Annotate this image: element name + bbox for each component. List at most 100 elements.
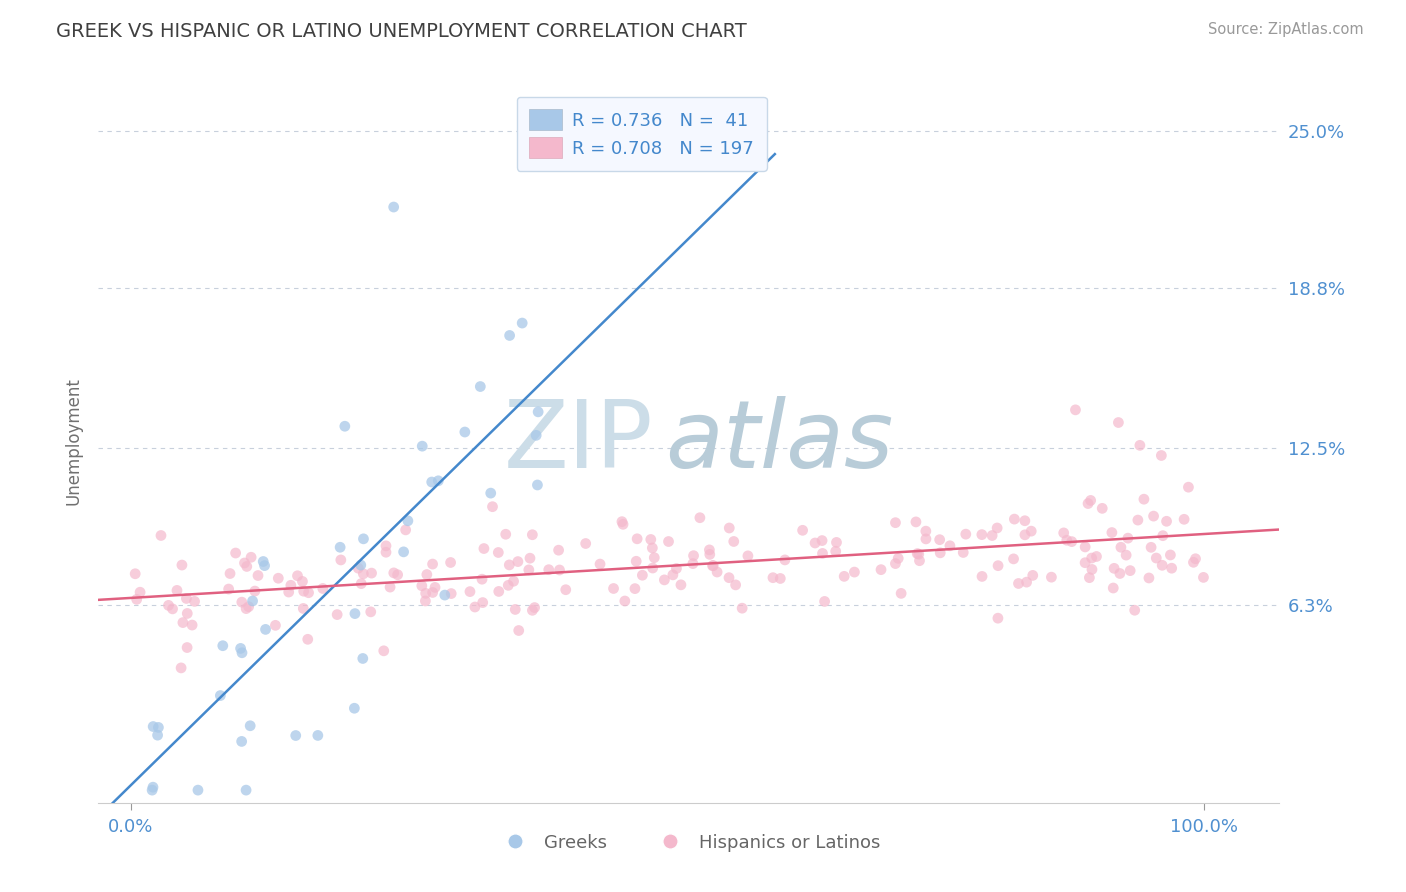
Point — [267, 571, 290, 585]
Point — [699, 548, 721, 562]
Point — [1091, 501, 1114, 516]
Point — [907, 547, 929, 561]
Point — [170, 661, 193, 675]
Point — [1129, 438, 1152, 452]
Point — [1177, 480, 1199, 494]
Point — [1133, 492, 1156, 507]
Point — [231, 595, 253, 609]
Point — [1107, 416, 1129, 430]
Point — [373, 644, 395, 658]
Point — [479, 486, 502, 500]
Point — [669, 578, 692, 592]
Point — [495, 527, 517, 541]
Point — [219, 566, 242, 581]
Point — [352, 566, 374, 581]
Point — [682, 549, 704, 563]
Point — [952, 545, 974, 559]
Point — [252, 554, 274, 568]
Point — [723, 534, 745, 549]
Point — [238, 599, 260, 614]
Point — [375, 539, 398, 553]
Point — [986, 521, 1008, 535]
Point — [246, 568, 269, 582]
Point — [773, 553, 796, 567]
Point — [157, 599, 180, 613]
Point — [890, 586, 912, 600]
Point — [243, 584, 266, 599]
Point — [1085, 549, 1108, 564]
Point — [170, 558, 193, 572]
Point — [702, 558, 724, 573]
Point — [506, 555, 529, 569]
Point — [654, 573, 676, 587]
Point — [737, 549, 759, 563]
Point — [1080, 493, 1102, 508]
Point — [350, 576, 373, 591]
Point — [1074, 556, 1097, 570]
Point — [297, 632, 319, 647]
Point — [124, 566, 146, 581]
Point — [464, 600, 486, 615]
Point — [657, 534, 679, 549]
Point — [209, 689, 232, 703]
Point — [488, 584, 510, 599]
Point — [291, 574, 314, 589]
Point — [1060, 534, 1083, 549]
Point — [731, 601, 754, 615]
Point — [523, 600, 546, 615]
Point — [1014, 528, 1036, 542]
Point — [970, 569, 993, 583]
Point — [762, 571, 785, 585]
Point — [508, 624, 530, 638]
Point — [481, 500, 503, 514]
Point — [240, 550, 263, 565]
Point — [254, 623, 277, 637]
Point — [517, 563, 540, 577]
Point — [1080, 551, 1102, 566]
Point — [1102, 561, 1125, 575]
Point — [641, 541, 664, 555]
Point — [350, 558, 373, 572]
Point — [166, 583, 188, 598]
Point — [527, 405, 550, 419]
Point — [824, 544, 846, 558]
Legend: Greeks, Hispanics or Latinos: Greeks, Hispanics or Latinos — [491, 826, 887, 859]
Point — [422, 585, 444, 599]
Point — [415, 586, 437, 600]
Point — [510, 316, 533, 330]
Point — [955, 527, 977, 541]
Point — [172, 615, 194, 630]
Point — [454, 425, 477, 439]
Point — [415, 594, 437, 608]
Point — [280, 578, 302, 592]
Point — [769, 572, 792, 586]
Point — [526, 478, 548, 492]
Point — [610, 515, 633, 529]
Point — [229, 641, 252, 656]
Point — [626, 532, 648, 546]
Point — [353, 532, 375, 546]
Text: GREEK VS HISPANIC OR LATINO UNEMPLOYMENT CORRELATION CHART: GREEK VS HISPANIC OR LATINO UNEMPLOYMENT… — [56, 22, 747, 41]
Point — [231, 734, 253, 748]
Point — [1078, 571, 1101, 585]
Point — [548, 563, 571, 577]
Point — [423, 581, 446, 595]
Point — [233, 556, 256, 570]
Point — [1019, 524, 1042, 538]
Point — [142, 720, 165, 734]
Point — [472, 541, 495, 556]
Point — [887, 551, 910, 566]
Text: atlas: atlas — [665, 396, 894, 487]
Point — [914, 524, 936, 538]
Point — [1119, 564, 1142, 578]
Point — [987, 611, 1010, 625]
Point — [312, 582, 335, 596]
Point — [141, 783, 163, 797]
Point — [905, 547, 928, 561]
Point — [641, 561, 664, 575]
Point — [613, 594, 636, 608]
Text: Source: ZipAtlas.com: Source: ZipAtlas.com — [1208, 22, 1364, 37]
Point — [1192, 570, 1215, 584]
Point — [908, 554, 931, 568]
Point — [162, 602, 184, 616]
